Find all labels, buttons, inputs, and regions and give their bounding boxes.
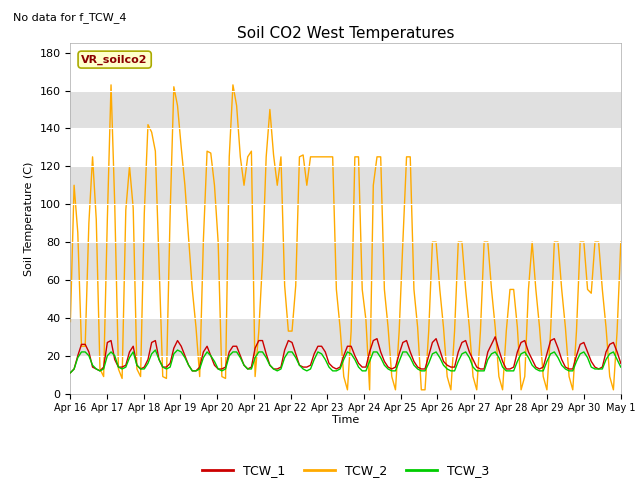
X-axis label: Time: Time — [332, 415, 359, 425]
Text: No data for f_TCW_4: No data for f_TCW_4 — [13, 12, 126, 23]
Bar — [70, 318, 621, 356]
Bar — [70, 91, 621, 129]
Bar — [70, 166, 621, 204]
Bar — [70, 242, 621, 280]
Text: VR_soilco2: VR_soilco2 — [81, 54, 148, 65]
Legend: TCW_1, TCW_2, TCW_3: TCW_1, TCW_2, TCW_3 — [196, 459, 495, 480]
Y-axis label: Soil Temperature (C): Soil Temperature (C) — [24, 161, 34, 276]
Title: Soil CO2 West Temperatures: Soil CO2 West Temperatures — [237, 25, 454, 41]
